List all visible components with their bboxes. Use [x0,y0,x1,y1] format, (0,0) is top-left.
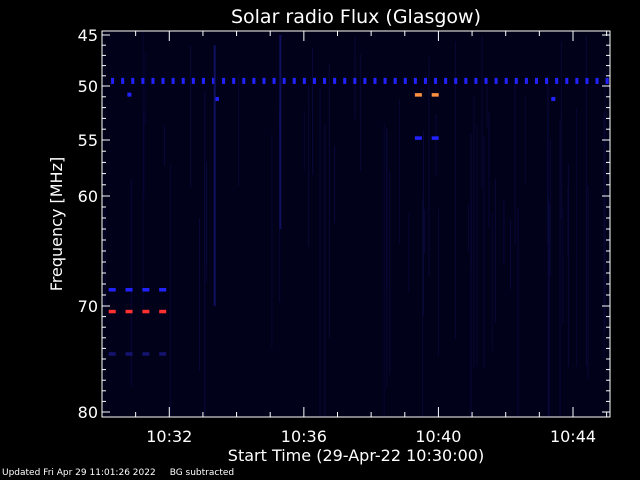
plot-area [102,31,610,417]
dot-mark [585,77,589,84]
y-tick-label: 60 [78,187,98,206]
dot-mark [494,77,498,84]
dot-mark [171,77,175,84]
x-tick-label: 10:32 [146,427,192,446]
dot-mark [524,77,528,84]
dot-mark [323,77,327,84]
dot-mark [232,77,236,84]
y-tick-label: 80 [78,403,98,422]
dot-mark [252,77,256,84]
dash-mark [159,352,167,356]
dot-mark [161,77,165,84]
dash-mark [108,288,116,292]
dot-mark [514,77,518,84]
dot-mark [353,77,357,84]
updated-timestamp: Updated Fri Apr 29 11:01:26 2022 [2,468,156,478]
y-axis-label: Frequency [MHz] [47,157,66,291]
dot-mark [413,77,417,84]
dot-mark [333,77,337,84]
dot-mark [504,77,508,84]
dot-mark [423,77,427,84]
dot-mark [444,77,448,84]
dot-mark [343,77,347,84]
dot-mark [373,77,377,84]
dot-mark [454,77,458,84]
dot-mark [141,77,145,84]
dot-mark [121,77,125,84]
dot-mark [191,77,195,84]
dot-mark [151,77,155,84]
dash-mark [431,93,439,97]
plot-frame [101,30,611,418]
dash-mark [142,288,150,292]
dot-mark [131,77,135,84]
dot-mark [474,77,478,84]
x-tick-label: 10:44 [550,427,596,446]
dot-mark [222,77,226,84]
dot-mark [111,77,115,84]
dot-mark [484,77,488,84]
background-noise [104,31,606,417]
chart-title: Solar radio Flux (Glasgow) [231,6,481,28]
dot-mark [595,77,599,84]
dot-mark [434,77,438,84]
y-tick-label: 55 [78,131,98,150]
dot-mark [212,77,216,84]
spot-mark [127,92,132,97]
y-tick-label: 45 [78,26,98,45]
dot-mark [312,77,316,84]
dash-mark [414,136,422,140]
dot-mark [393,77,397,84]
dot-mark [403,77,407,84]
spot-mark [214,96,219,101]
dash-mark [125,352,133,356]
dash-mark [108,352,116,356]
dot-mark [272,77,276,84]
dot-mark [262,77,266,84]
dash-mark [142,309,150,314]
dot-mark [383,77,387,84]
dot-mark [201,77,205,84]
dot-mark [555,77,559,84]
dash-mark [125,309,133,314]
x-tick-label: 10:36 [281,427,327,446]
dot-mark [464,77,468,84]
dot-mark [605,77,609,84]
y-axis: 45 50 55 60 70 80 [78,26,610,422]
spot-mark [551,96,556,101]
dash-mark [431,136,439,140]
dot-mark [242,77,246,84]
dot-mark [282,77,286,84]
dot-mark [302,77,306,84]
dot-mark [545,77,549,84]
dash-mark [142,352,150,356]
processing-note: BG subtracted [169,468,235,478]
dash-mark [125,288,133,292]
dot-mark [181,77,185,84]
dash-mark [108,309,116,314]
dot-mark [292,77,296,84]
emission-features [108,35,609,356]
dot-mark [575,77,579,84]
dash-mark [159,309,167,314]
dot-mark [363,77,367,84]
y-tick-label: 50 [78,77,98,96]
dash-mark [414,93,422,97]
dash-mark [159,288,167,292]
y-tick-label: 70 [78,297,98,316]
footer: Updated Fri Apr 29 11:01:26 2022 BG subtr… [2,468,248,478]
x-axis: 10:32 10:36 10:40 10:44 [101,31,608,446]
dot-mark [534,77,538,84]
dot-mark [565,77,569,84]
x-axis-label: Start Time (29-Apr-22 10:30:00) [228,446,484,465]
x-tick-label: 10:40 [415,427,461,446]
